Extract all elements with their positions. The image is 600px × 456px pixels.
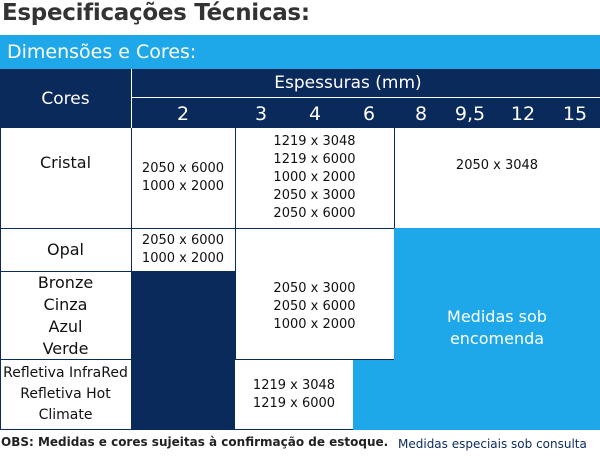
section-title-bar: Dimensões e Cores: bbox=[0, 35, 600, 69]
unavailable-block bbox=[131, 271, 235, 430]
dimension-value: 1000 x 2000 bbox=[273, 170, 356, 185]
row-label-text: Cristal bbox=[39, 153, 92, 172]
thickness-12: 12 bbox=[510, 103, 536, 125]
encomenda-text: encomenda bbox=[449, 329, 545, 348]
cell-refletiva-3-4mm: 1219 x 3048 1219 x 6000 bbox=[235, 360, 353, 429]
obs-note: OBS: Medidas e cores sujeitas à confirma… bbox=[1, 435, 389, 449]
espessuras-header: Espessuras (mm) bbox=[274, 73, 422, 93]
dimension-value: 2050 x 6000 bbox=[141, 232, 225, 248]
grid-line bbox=[131, 128, 132, 430]
cell-opal-2mm: 2050 x 6000 1000 x 2000 bbox=[131, 228, 235, 271]
medidas-especiais-note: Medidas especiais sob consulta bbox=[398, 437, 587, 451]
thickness-15: 15 bbox=[562, 103, 588, 125]
row-label-colors: Bronze Cinza Azul Verde bbox=[0, 272, 131, 359]
thickness-3: 3 bbox=[254, 103, 268, 125]
encomenda-area-upper bbox=[394, 228, 600, 360]
row-label-text: Refletiva Hot bbox=[20, 386, 111, 402]
dimension-value: 1000 x 2000 bbox=[141, 250, 225, 266]
dimension-value: 1219 x 3048 bbox=[273, 134, 356, 149]
row-label-refletiva: Refletiva InfraRed Refletiva Hot Climate bbox=[0, 360, 131, 429]
grid-line bbox=[0, 359, 131, 360]
encomenda-area-lower bbox=[353, 360, 600, 430]
dimension-value: 1219 x 3048 bbox=[252, 377, 336, 393]
row-label-text: Climate bbox=[38, 407, 93, 423]
thickness-4: 4 bbox=[308, 103, 322, 125]
page-title: Especificações Técnicas: bbox=[2, 0, 310, 26]
row-label-text: Cinza bbox=[43, 294, 88, 314]
dimension-value: 2050 x 3000 bbox=[273, 280, 356, 296]
dimension-value: 2050 x 3000 bbox=[273, 188, 356, 203]
dimension-value: 1000 x 2000 bbox=[141, 179, 225, 194]
grid-line bbox=[235, 359, 394, 360]
dimension-value: 2050 x 6000 bbox=[273, 206, 356, 221]
row-label-text: Verde bbox=[42, 338, 89, 358]
grid-line bbox=[0, 128, 1, 430]
grid-line bbox=[394, 128, 395, 228]
row-label-text: Refletiva InfraRed bbox=[3, 365, 128, 381]
section-title: Dimensões e Cores: bbox=[7, 41, 197, 63]
thickness-2: 2 bbox=[176, 103, 190, 125]
grid-line bbox=[235, 128, 236, 360]
row-label-text: Opal bbox=[47, 240, 84, 259]
grid-line bbox=[0, 429, 353, 430]
row-label-cristal: Cristal bbox=[0, 150, 131, 176]
cell-cristal-8-15mm: 2050 x 3048 bbox=[394, 128, 600, 204]
table-header bbox=[0, 69, 600, 128]
row-label-text: Bronze bbox=[37, 272, 94, 292]
cell-colors-3-6mm: 2050 x 3000 2050 x 6000 1000 x 2000 bbox=[235, 254, 394, 359]
cell-cristal-2mm: 2050 x 6000 1000 x 2000 bbox=[131, 128, 235, 228]
dimension-value: 2050 x 6000 bbox=[141, 161, 225, 176]
dimension-value: 1219 x 6000 bbox=[273, 152, 356, 167]
row-label-text: Azul bbox=[48, 316, 83, 336]
thickness-8: 8 bbox=[414, 103, 428, 125]
cores-header: Cores bbox=[41, 89, 90, 109]
thickness-9-5: 9,5 bbox=[454, 103, 486, 125]
header-col-divider bbox=[131, 69, 132, 128]
thickness-6: 6 bbox=[362, 103, 376, 125]
grid-line bbox=[0, 271, 235, 272]
cell-cristal-3-6mm: 1219 x 3048 1219 x 6000 1000 x 2000 2050… bbox=[235, 128, 394, 228]
row-label-opal: Opal bbox=[0, 237, 131, 263]
medidas-sob-encomenda: Medidas sob encomenda bbox=[394, 300, 600, 356]
encomenda-text: Medidas sob bbox=[447, 307, 547, 326]
grid-line bbox=[0, 228, 394, 229]
dimension-value: 2050 x 3048 bbox=[455, 158, 539, 173]
header-divider bbox=[131, 97, 600, 98]
dimension-value: 1000 x 2000 bbox=[273, 316, 356, 332]
dimension-value: 1219 x 6000 bbox=[252, 395, 336, 411]
dimension-value: 2050 x 6000 bbox=[273, 298, 356, 314]
